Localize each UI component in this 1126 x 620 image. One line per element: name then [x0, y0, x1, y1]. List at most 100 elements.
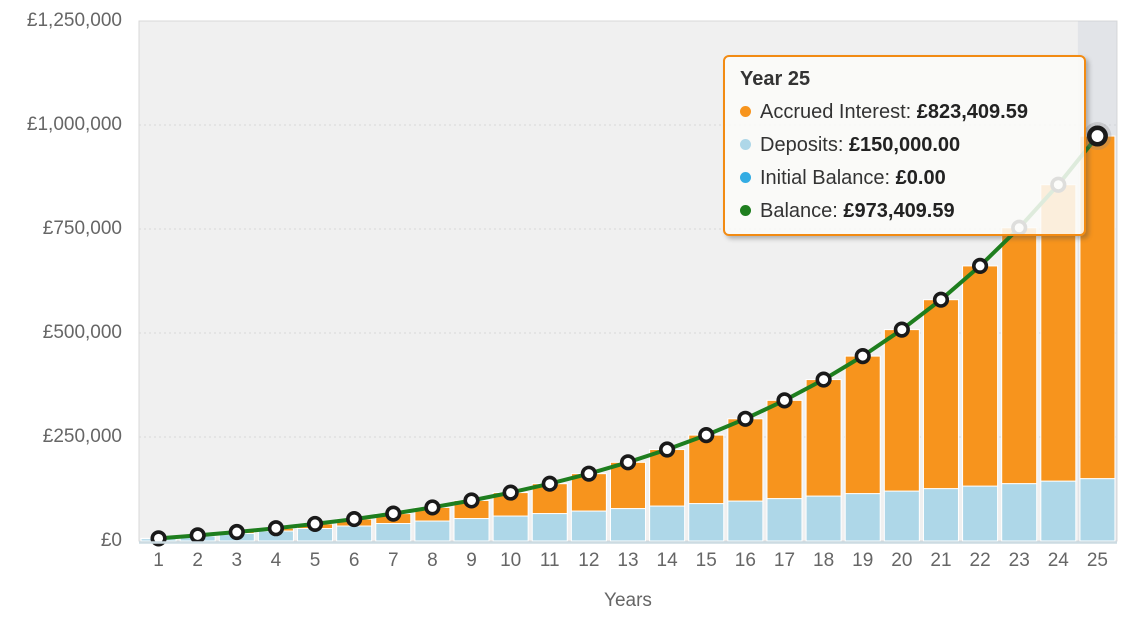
- y-axis-tick-label: £1,250,000: [27, 10, 122, 31]
- balance-marker-year-8[interactable]: [424, 499, 441, 516]
- balance-marker-year-13[interactable]: [619, 454, 637, 471]
- deposits-bar-year-19[interactable]: [844, 493, 881, 542]
- x-axis-tick-label: 10: [500, 550, 521, 571]
- deposits-bar-year-21[interactable]: [922, 488, 959, 542]
- x-axis-tick-label: 12: [578, 550, 599, 571]
- x-axis-tick-label: 24: [1048, 550, 1070, 571]
- x-axis-title: Years: [604, 590, 652, 611]
- x-axis-tick-label: 19: [852, 550, 873, 571]
- deposits-bar-year-7[interactable]: [375, 523, 412, 542]
- series-color-dot: [740, 205, 751, 216]
- balance-marker-year-3[interactable]: [228, 523, 245, 541]
- balance-marker-year-6[interactable]: [346, 510, 363, 528]
- interest-bar-year-22[interactable]: [962, 265, 999, 487]
- interest-bar-year-15[interactable]: [688, 434, 725, 505]
- x-axis-tick-label: 14: [657, 550, 679, 571]
- series-color-dot: [740, 172, 751, 183]
- deposits-bar-year-13[interactable]: [610, 508, 646, 542]
- chart-tooltip: Year 25 Accrued Interest: £823,409.59 Dep…: [723, 55, 1086, 236]
- deposits-bar-year-17[interactable]: [766, 498, 803, 542]
- x-axis-tick-label: 17: [774, 550, 795, 571]
- x-axis-tick-label: 22: [970, 550, 991, 571]
- deposits-bar-year-10[interactable]: [492, 515, 529, 542]
- series-color-dot: [740, 139, 751, 150]
- deposits-bar-year-23[interactable]: [1001, 483, 1038, 542]
- balance-marker-year-10[interactable]: [502, 484, 519, 501]
- interest-bar-year-18[interactable]: [805, 379, 842, 497]
- interest-bar-year-23[interactable]: [1001, 227, 1038, 485]
- balance-marker-year-17[interactable]: [776, 392, 793, 409]
- x-axis-tick-label: 16: [735, 550, 756, 571]
- deposits-bar-year-14[interactable]: [649, 505, 686, 542]
- tooltip-series-value: £823,409.59: [916, 101, 1028, 123]
- x-axis-tick-label: 21: [930, 550, 951, 571]
- balance-marker-year-16[interactable]: [737, 410, 754, 427]
- balance-marker-year-9[interactable]: [463, 492, 480, 509]
- balance-marker-year-25[interactable]: [1086, 125, 1108, 147]
- series-color-dot: [740, 106, 751, 117]
- x-axis-tick-label: 6: [349, 550, 360, 571]
- x-axis-tick-label: 23: [1009, 550, 1030, 571]
- balance-marker-year-15[interactable]: [698, 427, 715, 444]
- x-axis-tick-label: 3: [232, 550, 243, 571]
- x-axis-tick-label: 18: [813, 550, 834, 571]
- deposits-bar-year-24[interactable]: [1040, 480, 1077, 542]
- deposits-bar-year-22[interactable]: [962, 485, 999, 542]
- y-axis-tick-label: £0: [101, 530, 122, 551]
- deposits-bar-year-8[interactable]: [414, 520, 451, 542]
- tooltip-series-label: Accrued Interest:: [760, 101, 917, 123]
- balance-marker-year-18[interactable]: [815, 371, 832, 388]
- deposits-bar-year-12[interactable]: [570, 510, 607, 542]
- deposits-bar-year-6[interactable]: [336, 525, 373, 542]
- deposits-bar-year-11[interactable]: [531, 513, 568, 542]
- y-axis-tick-label: £250,000: [43, 426, 122, 447]
- balance-marker-year-22[interactable]: [971, 257, 989, 275]
- x-axis-tick-label: 9: [466, 550, 477, 571]
- y-axis-tick-label: £750,000: [43, 218, 122, 239]
- tooltip-row: Initial Balance: £0.00: [740, 162, 1070, 195]
- tooltip-title: Year 25: [740, 68, 811, 90]
- x-axis-tick-label: 13: [617, 550, 638, 571]
- tooltip-row: Accrued Interest: £823,409.59: [740, 96, 1070, 129]
- x-axis-tick-label: 5: [310, 550, 321, 571]
- deposits-bar-year-16[interactable]: [727, 500, 764, 542]
- tooltip-series-value: £150,000.00: [848, 134, 961, 156]
- interest-bar-year-19[interactable]: [844, 355, 881, 495]
- balance-marker-year-4[interactable]: [267, 520, 285, 537]
- interest-bar-year-20[interactable]: [883, 329, 920, 492]
- tooltip-series-value: £0.00: [895, 167, 946, 189]
- tooltip-series-label: Deposits:: [760, 134, 849, 156]
- x-axis-tick-label: 4: [271, 550, 282, 571]
- deposits-bar-year-25[interactable]: [1079, 478, 1116, 542]
- x-axis-tick-label: 15: [696, 550, 717, 571]
- tooltip-row: Deposits: £150,000.00: [740, 129, 1070, 162]
- tooltip-series-label: Initial Balance:: [760, 167, 896, 189]
- balance-marker-year-12[interactable]: [580, 465, 597, 482]
- tooltip-series-label: Balance:: [760, 200, 844, 222]
- deposits-bar-year-15[interactable]: [688, 503, 725, 542]
- tooltip-row: Balance: £973,409.59: [740, 195, 1070, 228]
- deposits-bar-year-18[interactable]: [805, 495, 842, 542]
- balance-marker-year-20[interactable]: [893, 321, 910, 338]
- x-axis-tick-label: 11: [540, 550, 560, 571]
- balance-marker-year-5[interactable]: [306, 515, 324, 533]
- interest-bar-year-21[interactable]: [922, 299, 959, 490]
- tooltip-series-value: £973,409.59: [843, 200, 955, 222]
- balance-marker-year-7[interactable]: [385, 505, 402, 522]
- balance-marker-year-11[interactable]: [541, 475, 558, 492]
- tooltip-rows: Accrued Interest: £823,409.59 Deposits: £…: [740, 96, 1070, 228]
- x-axis-tick-label: 25: [1087, 550, 1108, 571]
- balance-marker-year-21[interactable]: [932, 291, 950, 308]
- interest-bar-year-17[interactable]: [766, 399, 803, 500]
- balance-marker-year-19[interactable]: [854, 347, 871, 365]
- balance-marker-year-14[interactable]: [659, 441, 676, 458]
- interest-bar-year-16[interactable]: [727, 418, 764, 502]
- deposits-bar-year-20[interactable]: [883, 490, 920, 542]
- y-axis-tick-label: £500,000: [43, 322, 122, 343]
- deposits-bar-year-9[interactable]: [453, 518, 490, 542]
- x-axis-tick-label: 2: [192, 550, 203, 571]
- x-axis-tick-label: 7: [388, 550, 399, 571]
- balance-marker-year-2[interactable]: [189, 527, 206, 544]
- interest-bar-year-14[interactable]: [649, 449, 686, 507]
